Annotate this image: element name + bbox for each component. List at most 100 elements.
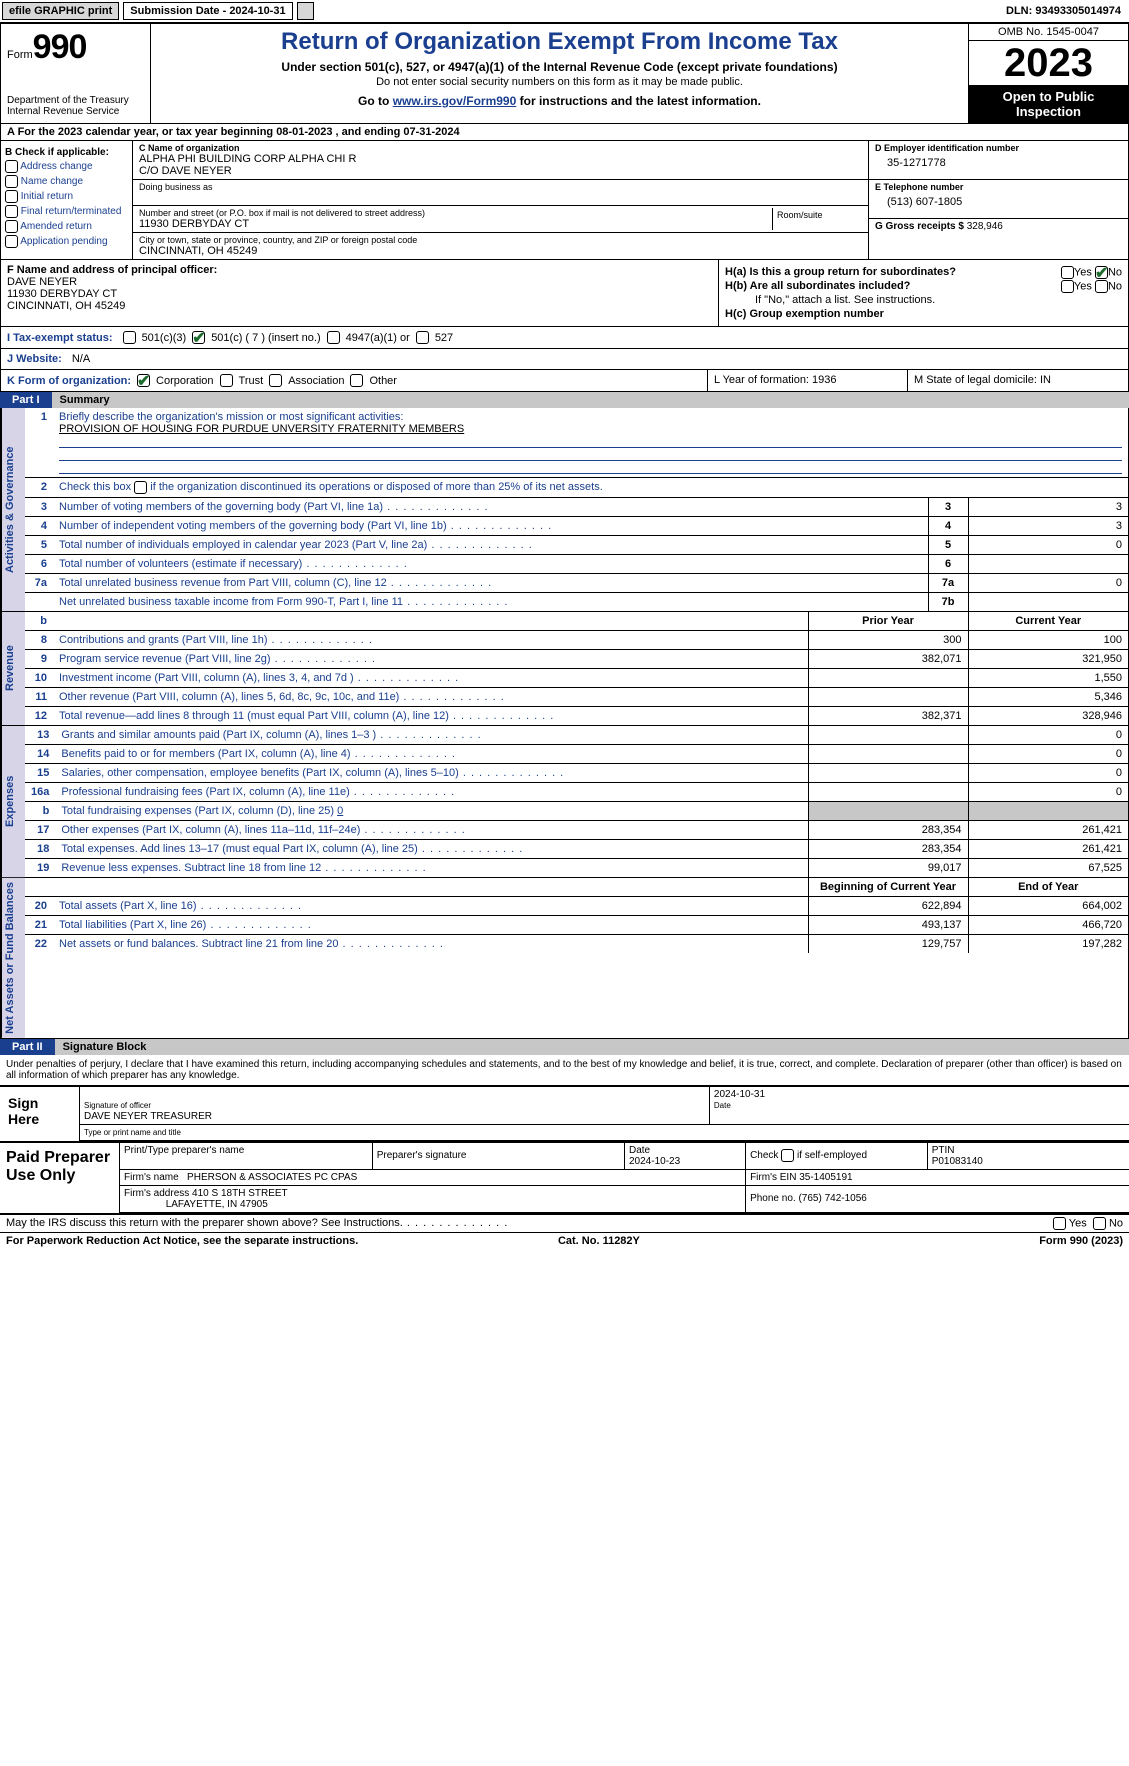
org-name-co: C/O DAVE NEYER [139,165,862,177]
ein-label: D Employer identification number [875,143,1122,153]
exp-15-curr: 0 [968,764,1128,783]
line2-text: Check this box if the organization disco… [59,481,603,493]
officer-label: F Name and address of principal officer: [7,264,712,276]
omb-number: OMB No. 1545-0047 [969,24,1128,41]
cb-app-pending[interactable] [5,235,18,248]
dba-label: Doing business as [139,182,862,192]
lbl-corp: Corporation [156,375,213,387]
col-f-officer: F Name and address of principal officer:… [1,260,718,326]
exp-19-prior: 99,017 [808,859,968,878]
col-d-g: D Employer identification number 35-1271… [868,141,1128,259]
firm-addr-label: Firm's address [124,1188,189,1199]
col-c: C Name of organization ALPHA PHI BUILDIN… [133,141,868,259]
rev-11-curr: 5,346 [968,688,1128,707]
net-20-end: 664,002 [968,897,1128,916]
exp-line-14: Benefits paid to or for members (Part IX… [55,745,808,764]
goto-pre: Go to [358,94,393,108]
lbl-address-change: Address change [20,161,92,172]
row-i-j: I Tax-exempt status: 501(c)(3) 501(c) ( … [0,327,1129,370]
dept-treasury: Department of the Treasury Internal Reve… [7,95,144,117]
cb-hb-no[interactable] [1095,280,1108,293]
lbl-yes: Yes [1074,266,1092,278]
form-title: Return of Organization Exempt From Incom… [159,28,960,56]
cb-ha-yes[interactable] [1061,266,1074,279]
exp-13-curr: 0 [968,726,1128,745]
signature-block: Sign Here Signature of officerDAVE NEYER… [0,1087,1129,1143]
vlabel-activities: Activities & Governance [1,408,25,611]
cb-other[interactable] [350,374,363,387]
ha-label: H(a) Is this a group return for subordin… [725,266,956,278]
officer-sig-name: DAVE NEYER TREASURER [84,1111,212,1122]
cb-final-return[interactable] [5,205,18,218]
cb-name-change[interactable] [5,175,18,188]
line3-label: Number of voting members of the governin… [53,498,928,517]
line6-label: Total number of volunteers (estimate if … [53,555,928,574]
discuss-label: May the IRS discuss this return with the… [6,1217,508,1230]
submission-date: Submission Date - 2024-10-31 [123,2,292,20]
prep-sig-label: Preparer's signature [377,1150,467,1161]
officer-addr2: CINCINNATI, OH 45249 [7,300,712,312]
cb-address-change[interactable] [5,160,18,173]
blank-button[interactable] [297,2,314,20]
m-state-domicile: M State of legal domicile: IN [908,370,1128,391]
line4-value: 3 [968,517,1128,536]
exp-line-17: Other expenses (Part IX, column (A), lin… [55,821,808,840]
hb-label: H(b) Are all subordinates included? [725,280,910,292]
rev-8-curr: 100 [968,631,1128,650]
cb-501c[interactable] [192,331,205,344]
rev-line-11: Other revenue (Part VIII, column (A), li… [53,688,808,707]
line7b-label: Net unrelated business taxable income fr… [53,593,928,612]
firm-addr2: LAFAYETTE, IN 47905 [166,1199,268,1210]
firm-name-label: Firm's name [124,1172,179,1183]
officer-name: DAVE NEYER [7,276,712,288]
rev-line-10: Investment income (Part VIII, column (A)… [53,669,808,688]
city-label: City or town, state or province, country… [139,235,862,245]
prep-date: 2024-10-23 [629,1156,680,1167]
cb-amended[interactable] [5,220,18,233]
cb-4947[interactable] [327,331,340,344]
info-block: B Check if applicable: Address change Na… [0,141,1129,260]
cb-corp[interactable] [137,374,150,387]
cb-trust[interactable] [220,374,233,387]
sig-officer-label: Signature of officer [84,1101,151,1110]
exp-17-prior: 283,354 [808,821,968,840]
exp-16b-prior [808,802,968,821]
exp-15-prior [808,764,968,783]
irs-link[interactable]: www.irs.gov/Form990 [393,94,517,108]
part-ii-title: Signature Block [55,1039,1129,1055]
org-name: ALPHA PHI BUILDING CORP ALPHA CHI R [139,153,862,165]
ptin-label: PTIN [932,1145,955,1156]
cb-self-employed[interactable] [781,1149,794,1162]
cb-hb-yes[interactable] [1061,280,1074,293]
exp-line-19: Revenue less expenses. Subtract line 18 … [55,859,808,878]
cb-discontinued[interactable] [134,481,147,494]
cb-ha-no[interactable] [1095,266,1108,279]
lbl-trust: Trust [239,375,264,387]
lbl-discuss-yes: Yes [1069,1217,1087,1229]
sig-date-label: Date [714,1101,731,1110]
mission-label: Briefly describe the organization's miss… [59,411,403,423]
lbl-527: 527 [435,332,453,344]
hc-label: H(c) Group exemption number [725,308,1122,320]
mission-text: PROVISION OF HOUSING FOR PURDUE UNVERSIT… [59,423,464,435]
lbl-no2: No [1108,280,1122,292]
lbl-assoc: Association [288,375,344,387]
line4-label: Number of independent voting members of … [53,517,928,536]
cb-discuss-no[interactable] [1093,1217,1106,1230]
net-22-end: 197,282 [968,935,1128,954]
cb-assoc[interactable] [269,374,282,387]
gross-value: 328,946 [967,221,1003,232]
cb-501c3[interactable] [123,331,136,344]
self-emp-label: Check if self-employed [750,1150,867,1161]
k-label: K Form of organization: [7,375,131,387]
lbl-4947: 4947(a)(1) or [346,332,410,344]
efile-print-button[interactable]: efile GRAPHIC print [2,2,119,20]
cat-no: Cat. No. 11282Y [558,1235,640,1247]
cb-initial-return[interactable] [5,190,18,203]
net-line-22: Net assets or fund balances. Subtract li… [53,935,808,954]
cb-discuss-yes[interactable] [1053,1217,1066,1230]
cb-527[interactable] [416,331,429,344]
goto-post: for instructions and the latest informat… [516,94,761,108]
exp-18-curr: 261,421 [968,840,1128,859]
vlabel-revenue: Revenue [1,612,25,725]
